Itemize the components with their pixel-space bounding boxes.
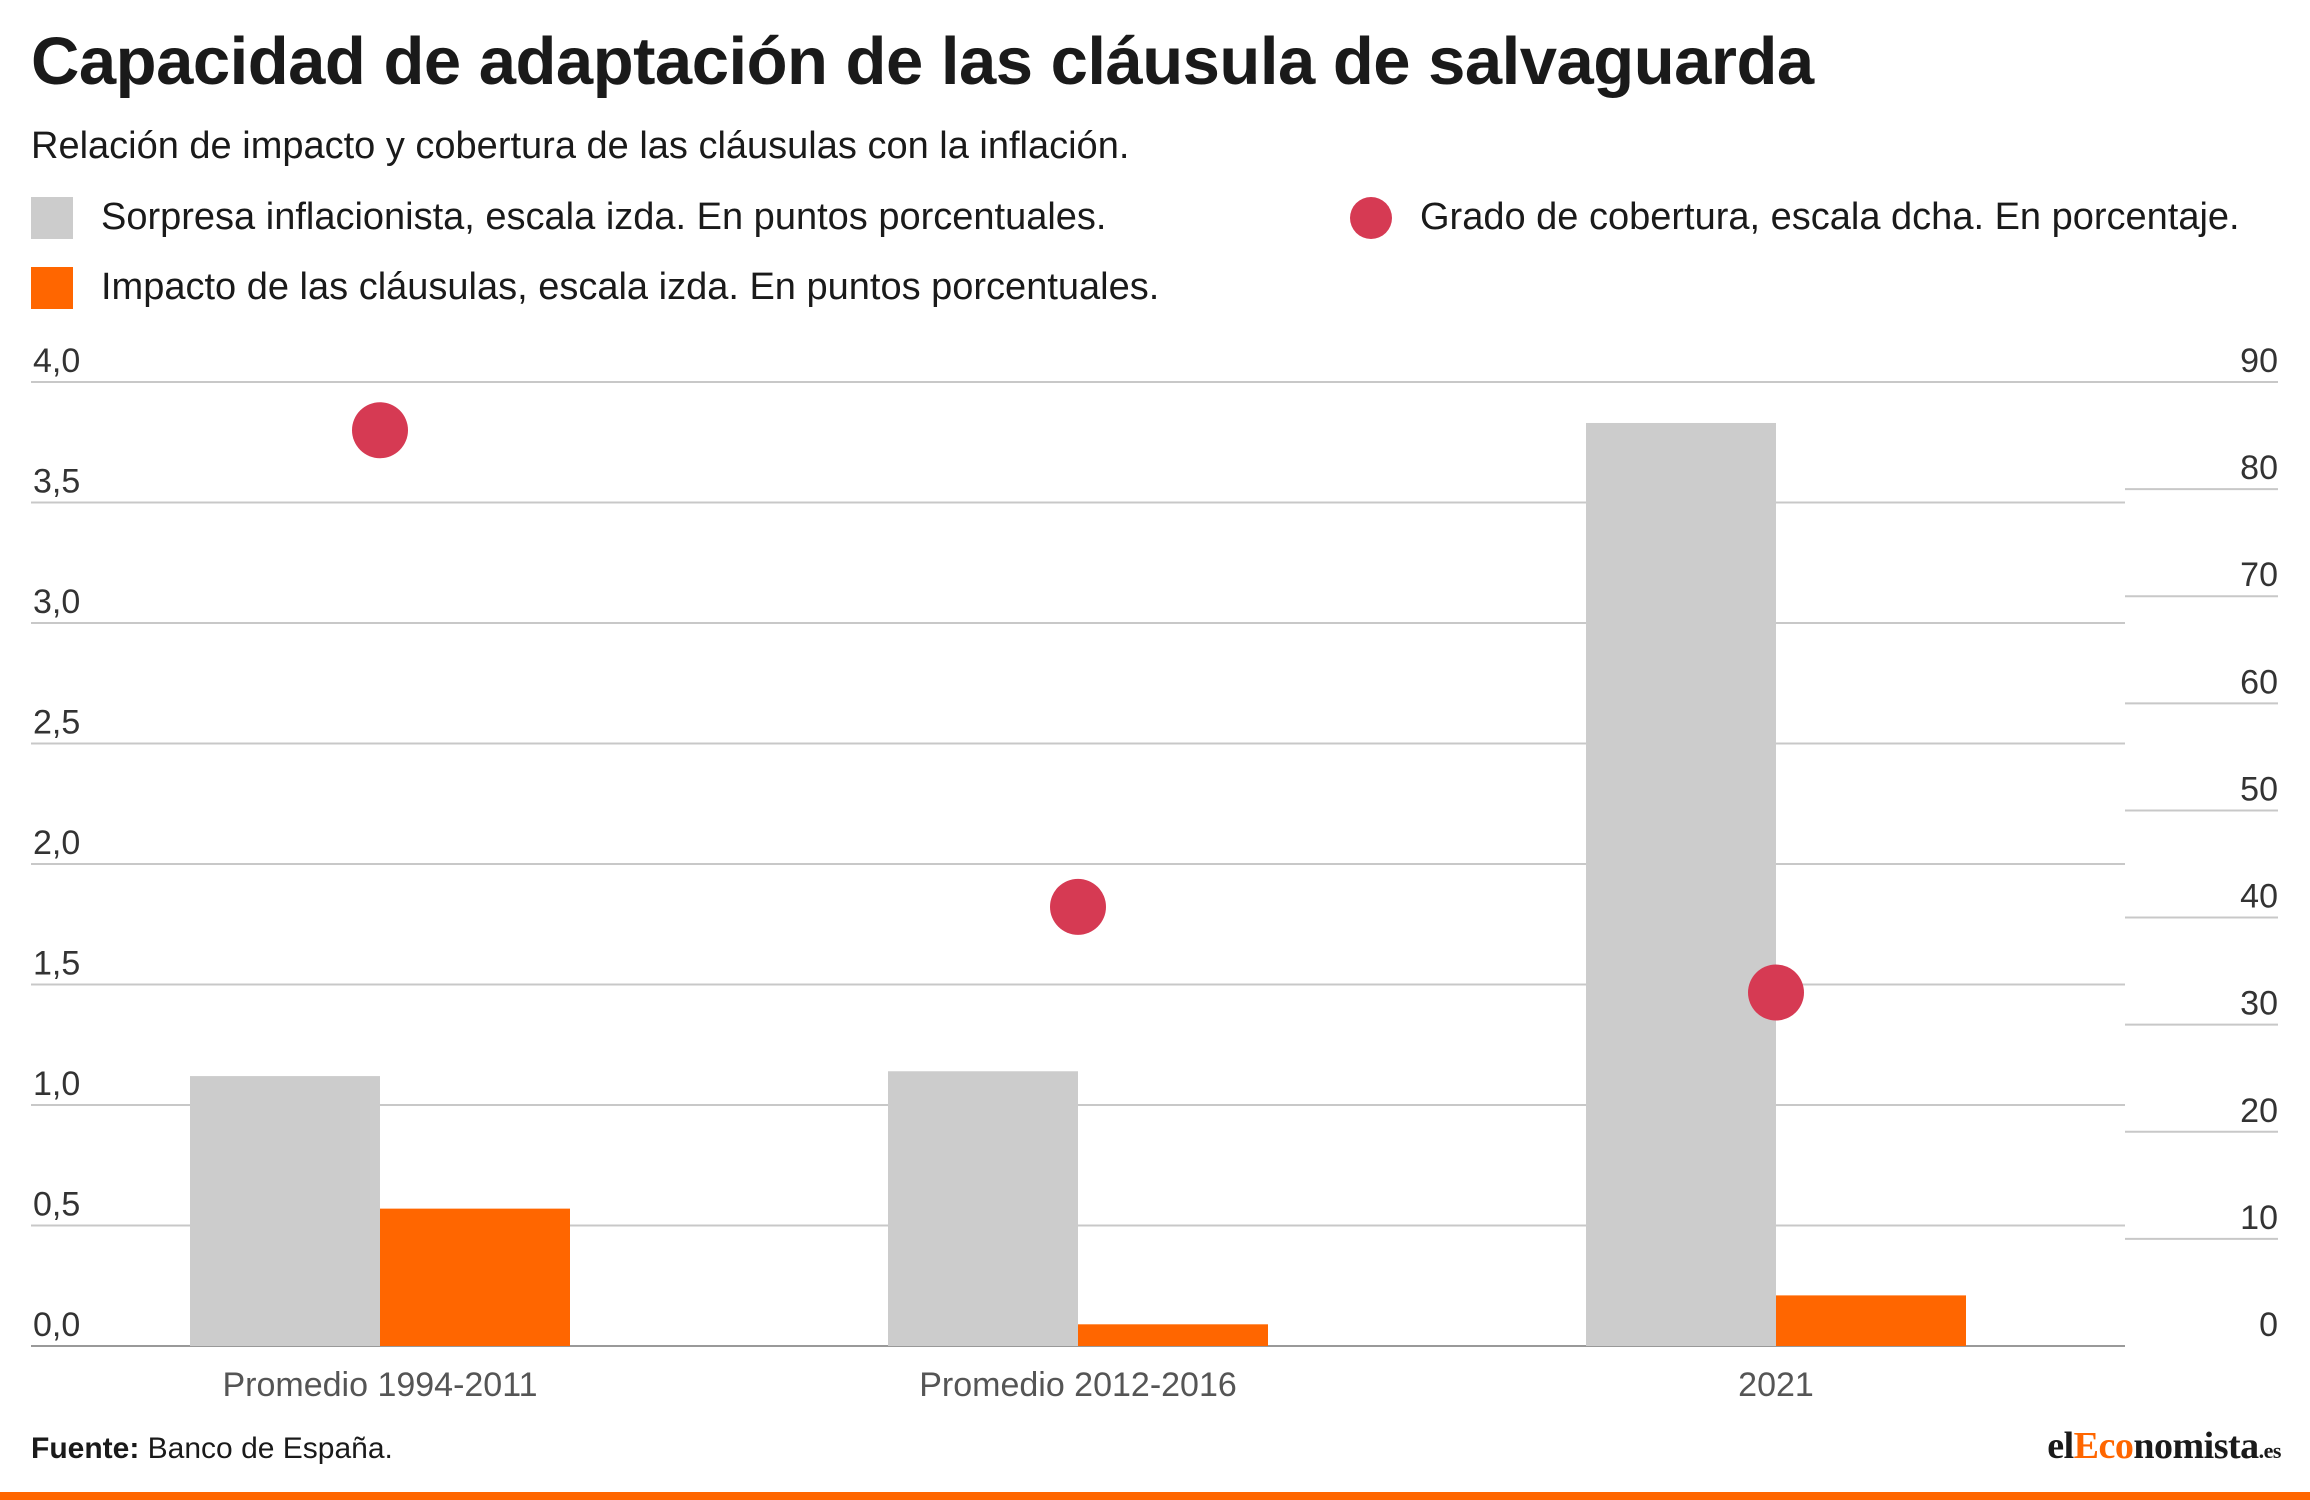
y-right-tick-label: 10 (2240, 1199, 2278, 1237)
y-right-tick-label: 20 (2240, 1092, 2278, 1130)
bottom-accent-bar (0, 1492, 2310, 1500)
brand-tld: .es (2258, 1438, 2282, 1463)
bar-sorpresa-2 (1586, 422, 1776, 1347)
y-left-tick-label: 1,5 (33, 945, 80, 983)
brand-logo: elEconomista.es (2047, 1424, 2281, 1468)
y-left-tick-label: 4,0 (33, 342, 80, 380)
chart-area: 0,0 0,5 1,0 1,5 2,0 2,5 3,0 3,5 4,0 0 10 20 30 40 50 60… (31, 342, 2278, 1404)
point-cobertura-1 (1050, 878, 1106, 935)
y-left-tick-label: 1,0 (33, 1065, 80, 1103)
y-right-tick-label: 30 (2240, 985, 2278, 1023)
y-left-tick-label: 0,5 (33, 1186, 80, 1224)
legend-item-cobertura: Grado de cobertura, escala dcha. En porc… (1350, 196, 2240, 239)
bar-impacto-1 (1078, 1324, 1268, 1346)
bar-sorpresa-1 (888, 1071, 1078, 1346)
y-right-tick-label: 70 (2240, 556, 2278, 594)
y-right-tick-label: 90 (2240, 342, 2278, 380)
y-left-tick-label: 2,5 (33, 704, 80, 742)
point-cobertura-2 (1748, 964, 1804, 1021)
y-right-tick-label: 40 (2240, 878, 2278, 916)
x-category-label: 2021 (1738, 1366, 1814, 1404)
point-cobertura-0 (352, 402, 408, 459)
y-left-tick-label: 3,5 (33, 463, 80, 501)
bar-sorpresa-0 (190, 1076, 380, 1346)
legend-item-sorpresa: Sorpresa inflacionista, escala izda. En … (31, 196, 1106, 239)
legend-label-impacto: Impacto de las cláusulas, escala izda. E… (101, 266, 1160, 308)
chart-subtitle: Relación de impacto y cobertura de las c… (31, 125, 1130, 167)
brand-highlight: Eco (2073, 1425, 2134, 1467)
y-left-tick-label: 3,0 (33, 583, 80, 621)
y-left-tick-label: 0,0 (33, 1306, 80, 1344)
y-right-tick-label: 80 (2240, 449, 2278, 487)
chart-title: Capacidad de adaptación de las cláusula … (31, 24, 1814, 99)
y-right-tick-label: 50 (2240, 770, 2278, 808)
brand-prefix: el (2047, 1425, 2074, 1467)
bar-impacto-0 (380, 1208, 570, 1346)
source-note: Fuente: Banco de España. (31, 1432, 393, 1466)
legend-label-sorpresa: Sorpresa inflacionista, escala izda. En … (101, 196, 1107, 238)
x-category-label: Promedio 2012-2016 (919, 1366, 1237, 1404)
y-right-tick-label: 0 (2259, 1306, 2278, 1344)
source-key: Fuente: (31, 1432, 140, 1465)
legend-swatch-cobertura (1350, 196, 1392, 239)
legend-swatch-impacto (31, 266, 73, 309)
y-left-tick-label: 2,0 (33, 824, 80, 862)
x-category-label: Promedio 1994-2011 (222, 1366, 537, 1404)
legend-swatch-sorpresa (31, 196, 73, 239)
legend-item-impacto: Impacto de las cláusulas, escala izda. E… (31, 266, 1159, 309)
y-right-tick-label: 60 (2240, 663, 2278, 701)
brand-rest: nomista (2133, 1425, 2259, 1467)
legend-label-cobertura: Grado de cobertura, escala dcha. En porc… (1420, 196, 2240, 238)
source-text: Banco de España. (147, 1432, 393, 1465)
bar-impacto-2 (1776, 1295, 1966, 1346)
